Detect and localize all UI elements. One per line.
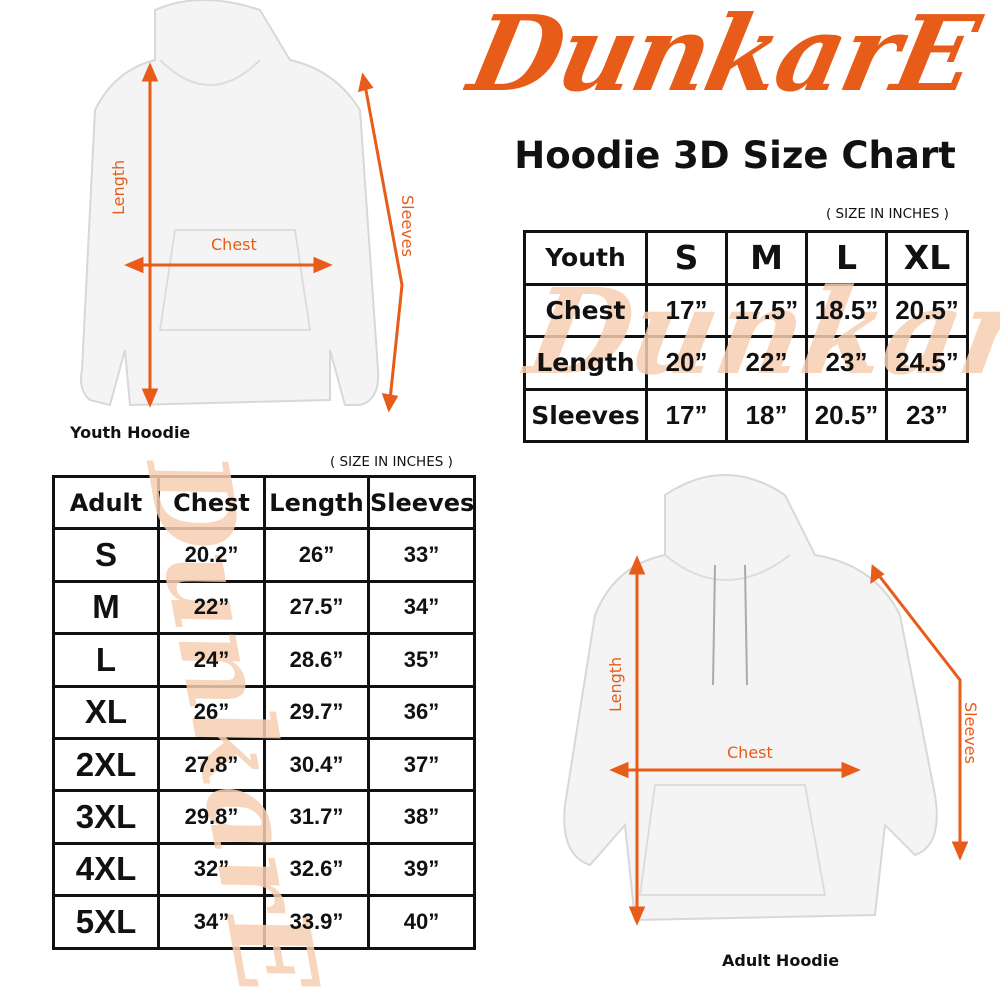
- row-label: L: [52, 632, 160, 688]
- table-cell: 18.5”: [805, 282, 888, 338]
- table-cell: 17”: [645, 387, 728, 443]
- header-cell: Length: [263, 474, 370, 531]
- row-label: 4XL: [52, 841, 160, 898]
- table-cell: 30.4”: [263, 736, 370, 793]
- table-cell: 29.7”: [263, 684, 370, 740]
- table-cell: 33”: [367, 527, 476, 583]
- table-cell: 26”: [157, 684, 266, 740]
- table-cell: 32.6”: [263, 841, 370, 898]
- table-cell: 22”: [725, 335, 808, 391]
- table-cell: 20.2”: [157, 527, 266, 583]
- adult-hoodie-image: Length Chest Sleeves: [563, 474, 980, 926]
- youth-chest-label: Chest: [211, 235, 257, 254]
- table-cell: 40”: [367, 894, 476, 950]
- table-cell: 26”: [263, 527, 370, 583]
- table-row: 5XL 34” 33.9” 40”: [52, 894, 476, 950]
- table-cell: 27.8”: [157, 736, 266, 793]
- table-row: Chest 17” 17.5” 18.5” 20.5”: [523, 282, 969, 338]
- adult-size-table: Adult Chest Length Sleeves S 20.2” 26” 33” M…: [52, 474, 476, 950]
- adult-sleeves-label: Sleeves: [961, 702, 980, 764]
- table-cell: 31.7”: [263, 789, 370, 845]
- table-row: 2XL 27.8” 30.4” 37”: [52, 736, 476, 793]
- table-cell: 17.5”: [725, 282, 808, 338]
- table-cell: 20.5”: [805, 387, 888, 443]
- table-cell: 20”: [645, 335, 728, 391]
- header-cell: L: [805, 230, 888, 286]
- youth-size-table: Youth S M L XL Chest 17” 17.5” 18.5” 20.…: [523, 230, 969, 443]
- adult-hoodie-caption: Adult Hoodie: [722, 951, 840, 970]
- header-cell: Chest: [157, 474, 266, 531]
- table-cell: 34”: [157, 894, 266, 950]
- table-cell: 36”: [367, 684, 476, 740]
- header-cell: Sleeves: [367, 474, 476, 531]
- adult-length-label: Length: [606, 657, 625, 712]
- adult-unit-note: ( SIZE IN INCHES ): [330, 454, 453, 470]
- table-header-row: Youth S M L XL: [523, 230, 969, 286]
- table-cell: 37”: [367, 736, 476, 793]
- table-cell: 32”: [157, 841, 266, 898]
- header-cell: S: [645, 230, 728, 286]
- table-row: S 20.2” 26” 33”: [52, 527, 476, 583]
- row-label: S: [52, 527, 160, 583]
- table-cell: 34”: [367, 579, 476, 636]
- table-cell: 39”: [367, 841, 476, 898]
- table-cell: 28.6”: [263, 632, 370, 688]
- table-cell: 20.5”: [885, 282, 969, 338]
- table-cell: 24.5”: [885, 335, 969, 391]
- row-label: M: [52, 579, 160, 636]
- page-title: Hoodie 3D Size Chart: [514, 134, 956, 177]
- table-cell: 23”: [885, 387, 969, 443]
- header-cell: XL: [885, 230, 969, 286]
- table-row: Sleeves 17” 18” 20.5” 23”: [523, 387, 969, 443]
- table-row: XL 26” 29.7” 36”: [52, 684, 476, 740]
- header-cell: Youth: [523, 230, 648, 286]
- table-cell: 38”: [367, 789, 476, 845]
- table-cell: 29.8”: [157, 789, 266, 845]
- table-row: L 24” 28.6” 35”: [52, 632, 476, 688]
- table-row: M 22” 27.5” 34”: [52, 579, 476, 636]
- row-label: 2XL: [52, 736, 160, 793]
- table-cell: 23”: [805, 335, 888, 391]
- youth-sleeves-label: Sleeves: [398, 195, 417, 257]
- table-cell: 35”: [367, 632, 476, 688]
- adult-chest-label: Chest: [727, 743, 773, 762]
- table-header-row: Adult Chest Length Sleeves: [52, 474, 476, 531]
- row-label: Chest: [523, 282, 648, 338]
- youth-length-label: Length: [109, 160, 128, 215]
- row-label: XL: [52, 684, 160, 740]
- table-cell: 27.5”: [263, 579, 370, 636]
- header-cell: Adult: [52, 474, 160, 531]
- header-cell: M: [725, 230, 808, 286]
- measure-arrows: [124, 62, 404, 413]
- table-cell: 22”: [157, 579, 266, 636]
- table-row: 3XL 29.8” 31.7” 38”: [52, 789, 476, 845]
- youth-hoodie-caption: Youth Hoodie: [70, 423, 191, 442]
- row-label: Sleeves: [523, 387, 648, 443]
- table-cell: 18”: [725, 387, 808, 443]
- table-row: 4XL 32” 32.6” 39”: [52, 841, 476, 898]
- table-cell: 17”: [645, 282, 728, 338]
- row-label: Length: [523, 335, 648, 391]
- row-label: 5XL: [52, 894, 160, 950]
- brand-logo: DunkarE: [459, 0, 987, 115]
- row-label: 3XL: [52, 789, 160, 845]
- youth-hoodie-image: Length Chest Sleeves: [80, 0, 417, 413]
- table-row: Length 20” 22” 23” 24.5”: [523, 335, 969, 391]
- table-cell: 33.9”: [263, 894, 370, 950]
- table-cell: 24”: [157, 632, 266, 688]
- youth-unit-note: ( SIZE IN INCHES ): [826, 206, 949, 222]
- measure-arrows: [609, 555, 969, 926]
